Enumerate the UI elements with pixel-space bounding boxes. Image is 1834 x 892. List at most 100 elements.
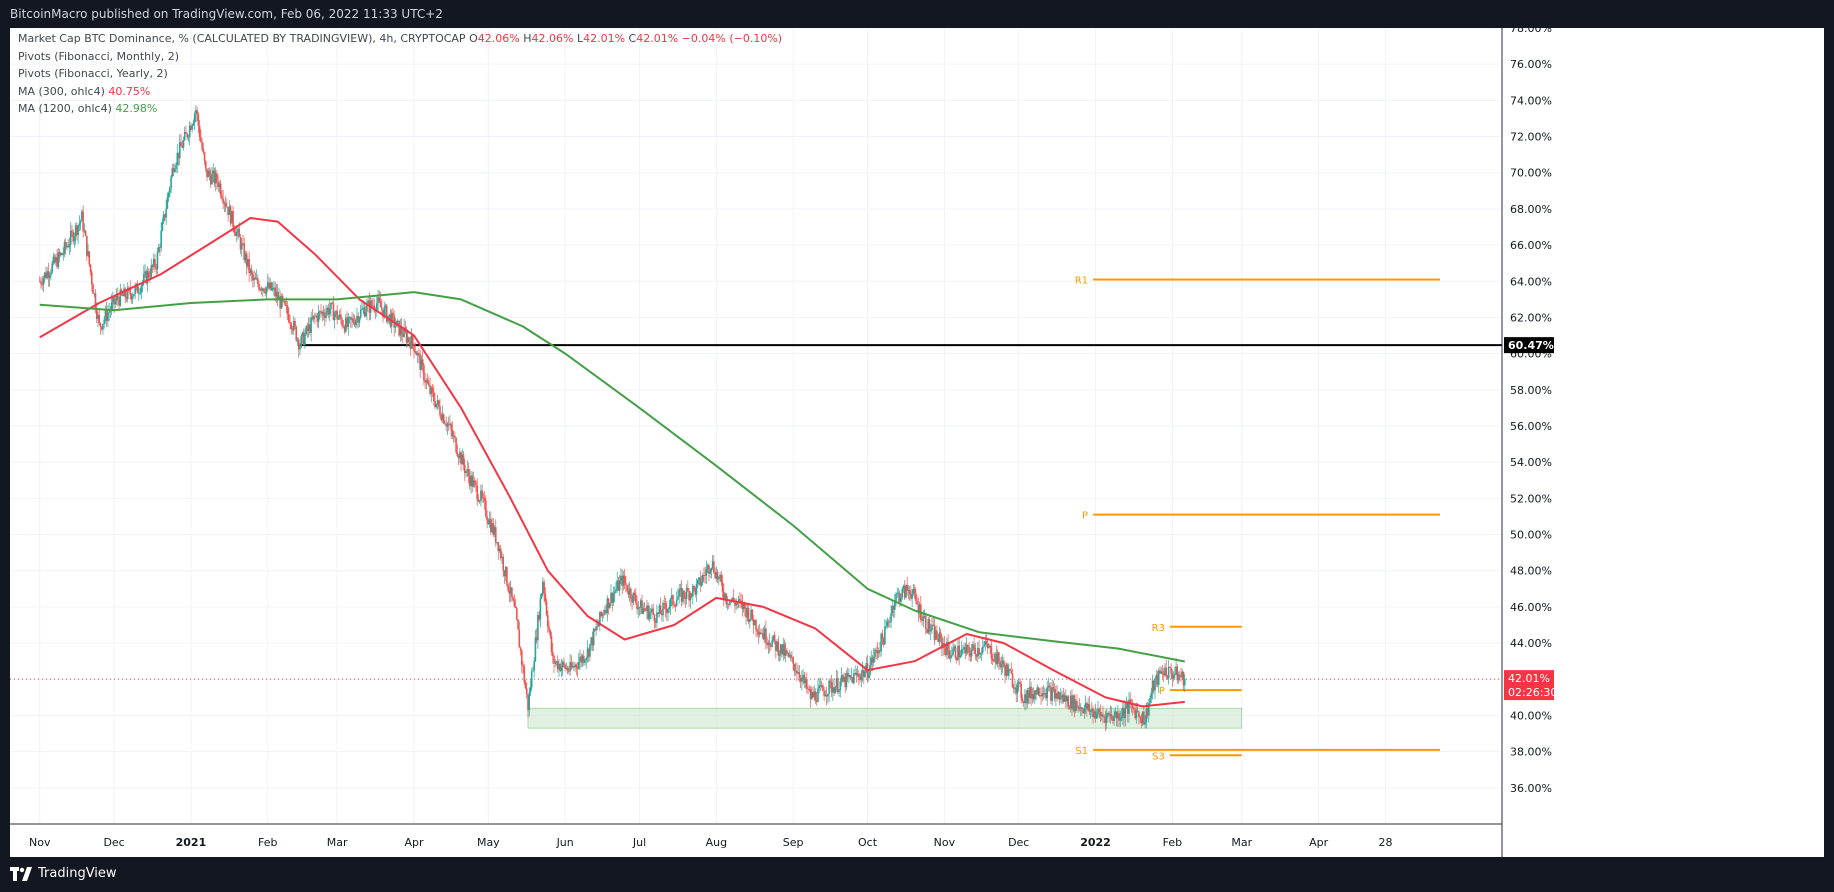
- candle-body: [854, 672, 856, 674]
- candle-body: [669, 598, 672, 607]
- candle-body: [423, 365, 425, 381]
- candle-body: [809, 689, 812, 700]
- candle-body: [440, 415, 443, 421]
- candle-body: [628, 588, 631, 595]
- candle-body: [1081, 707, 1083, 711]
- legend-ma1200-row[interactable]: MA (1200, ohlc4) 42.98%: [18, 100, 782, 118]
- legend-o-label: O: [469, 32, 478, 45]
- candle-body: [724, 593, 726, 599]
- candle-body: [616, 580, 619, 590]
- candle-body: [297, 339, 300, 350]
- candle-body: [611, 592, 614, 603]
- candle-body: [818, 685, 820, 689]
- candle-body: [1150, 692, 1153, 699]
- candle-body: [1016, 682, 1019, 694]
- candle-body: [418, 352, 420, 355]
- candle-body: [338, 314, 341, 318]
- candle-body: [273, 287, 275, 289]
- candle-body: [1060, 696, 1062, 700]
- candle-body: [631, 599, 633, 603]
- candle-body: [657, 612, 659, 614]
- candle-body: [1034, 690, 1036, 700]
- candle-body: [1134, 709, 1136, 719]
- candle-body: [646, 605, 648, 611]
- candle-body: [880, 633, 882, 652]
- candle-body: [767, 642, 770, 645]
- candle-body: [654, 621, 657, 623]
- candle-body: [150, 265, 153, 278]
- candle-body: [618, 580, 621, 591]
- candle-body: [964, 647, 967, 654]
- candle-body: [923, 616, 926, 617]
- legend-symbol-row[interactable]: Market Cap BTC Dominance, % (CALCULATED …: [18, 30, 782, 48]
- candle-body: [52, 256, 55, 264]
- candle-body: [916, 600, 918, 605]
- legend-c-label: C: [628, 32, 637, 45]
- y-tick-label: 48.00%: [1510, 565, 1552, 578]
- candle-body: [183, 131, 186, 140]
- candle-body: [1100, 714, 1103, 717]
- x-tick-label: Jun: [556, 836, 574, 849]
- candle-body: [682, 590, 684, 602]
- candle-body: [591, 637, 594, 646]
- candle-body: [511, 587, 513, 598]
- candle-body: [581, 655, 584, 663]
- candle-body: [939, 632, 942, 637]
- candle-body: [512, 597, 514, 601]
- candle-body: [105, 310, 108, 322]
- candle-body: [1011, 673, 1014, 688]
- candle-body: [747, 608, 750, 622]
- candle-body: [413, 343, 415, 352]
- candle-body: [185, 131, 187, 134]
- candle-body: [86, 235, 88, 256]
- candle-body: [332, 303, 335, 321]
- axes-layer: 36.00%38.00%40.00%42.00%44.00%46.00%48.0…: [10, 22, 1824, 857]
- candle-body: [305, 326, 307, 335]
- pivot-label: R1: [1075, 275, 1088, 286]
- candle-body: [152, 259, 155, 267]
- candle-body: [701, 575, 704, 582]
- candle-body: [832, 687, 834, 693]
- candle-body: [564, 664, 566, 669]
- candle-body: [703, 575, 705, 576]
- candle-body: [176, 152, 179, 165]
- candle-body: [750, 609, 752, 620]
- candle-body: [1045, 692, 1047, 699]
- candle-body: [1024, 694, 1026, 704]
- candle-body: [77, 225, 79, 236]
- footer-bar: TradingView: [0, 857, 1834, 892]
- candle-body: [166, 197, 169, 209]
- candle-body: [41, 283, 44, 286]
- candle-body: [661, 613, 663, 616]
- candle-body: [970, 650, 973, 657]
- candle-body: [630, 588, 632, 600]
- candle-body: [151, 265, 154, 267]
- candle-body: [758, 632, 761, 635]
- candle-body: [482, 497, 485, 499]
- candle-body: [309, 324, 311, 334]
- legend-pivots-monthly[interactable]: Pivots (Fibonacci, Monthly, 2): [18, 49, 179, 63]
- legend-ma300-row[interactable]: MA (300, ohlc4) 40.75%: [18, 83, 782, 101]
- tradingview-brand[interactable]: TradingView: [10, 866, 117, 881]
- candle-body: [156, 252, 159, 270]
- legend-change: −0.04% (−0.10%): [681, 32, 783, 45]
- candle-body: [363, 307, 366, 317]
- candle-body: [125, 297, 128, 300]
- candle-body: [55, 257, 57, 263]
- candle-body: [965, 644, 968, 654]
- candle-body: [51, 263, 53, 273]
- candle-body: [620, 575, 622, 581]
- candle-body: [330, 302, 332, 309]
- candle-body: [197, 114, 200, 126]
- candle-body: [937, 638, 939, 642]
- candle-body: [663, 603, 666, 604]
- candle-body: [813, 691, 816, 698]
- candle-body: [97, 314, 99, 319]
- candle-body: [103, 319, 105, 324]
- candle-body: [245, 253, 248, 267]
- y-tick-label: 54.00%: [1510, 456, 1552, 469]
- candle-body: [1046, 687, 1049, 699]
- legend-pivots-yearly[interactable]: Pivots (Fibonacci, Yearly, 2): [18, 67, 168, 80]
